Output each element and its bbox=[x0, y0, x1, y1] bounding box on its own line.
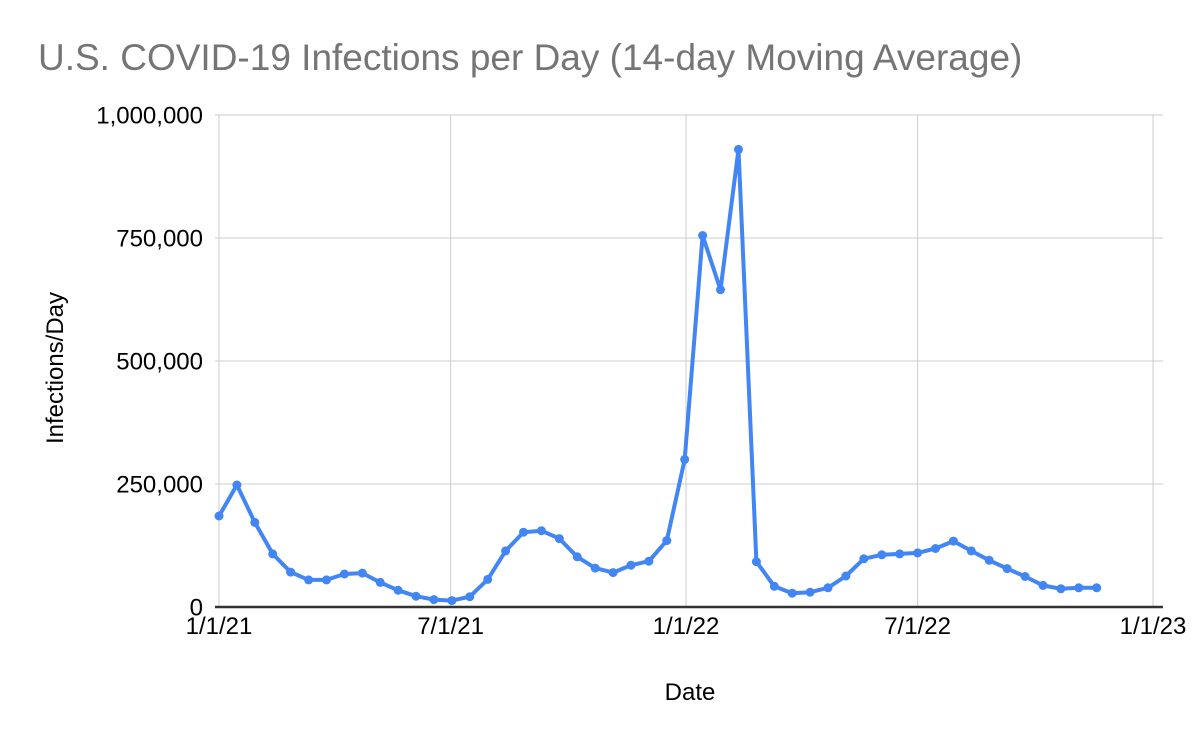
data-point[interactable] bbox=[895, 549, 905, 559]
data-point[interactable] bbox=[536, 526, 546, 536]
data-point[interactable] bbox=[1056, 584, 1066, 594]
data-point[interactable] bbox=[590, 563, 600, 573]
data-point[interactable] bbox=[698, 231, 708, 240]
data-point[interactable] bbox=[304, 575, 314, 585]
data-point[interactable] bbox=[393, 585, 403, 595]
data-point[interactable] bbox=[931, 544, 940, 553]
data-point[interactable] bbox=[1002, 564, 1012, 574]
data-point[interactable] bbox=[751, 557, 761, 567]
data-point[interactable] bbox=[680, 454, 690, 464]
y-tick-label: 750,000 bbox=[116, 226, 203, 253]
data-point[interactable] bbox=[322, 575, 331, 585]
series-line[interactable] bbox=[217, 147, 1099, 603]
y-tick-label: 500,000 bbox=[116, 349, 203, 376]
data-point[interactable] bbox=[286, 567, 296, 577]
data-point[interactable] bbox=[913, 548, 923, 558]
data-point[interactable] bbox=[339, 569, 349, 579]
data-point[interactable] bbox=[716, 285, 725, 295]
data-point[interactable] bbox=[1020, 572, 1030, 581]
data-point[interactable] bbox=[411, 591, 421, 601]
data-point[interactable] bbox=[483, 574, 493, 584]
y-tick-label: 1,000,000 bbox=[96, 103, 203, 130]
y-tick-label: 0 bbox=[190, 595, 203, 622]
data-point[interactable] bbox=[447, 596, 457, 606]
chart-title: U.S. COVID-19 Infections per Day (14-day… bbox=[38, 37, 1023, 78]
data-point[interactable] bbox=[465, 592, 475, 602]
data-point[interactable] bbox=[787, 588, 797, 598]
x-axis-title: Date bbox=[664, 679, 716, 706]
data-point[interactable] bbox=[554, 534, 564, 544]
data-point[interactable] bbox=[501, 546, 511, 556]
x-tick-label: 1/1/23 bbox=[1120, 613, 1187, 640]
data-point[interactable] bbox=[734, 144, 743, 154]
data-point[interactable] bbox=[966, 546, 976, 556]
x-tick-label: 7/1/22 bbox=[884, 613, 951, 640]
data-point[interactable] bbox=[662, 536, 672, 546]
data-point[interactable] bbox=[984, 555, 994, 565]
data-point[interactable] bbox=[877, 550, 887, 560]
data-point[interactable] bbox=[572, 552, 582, 562]
x-tick-label: 1/1/22 bbox=[653, 613, 720, 640]
data-point[interactable] bbox=[769, 581, 779, 591]
data-point[interactable] bbox=[1074, 583, 1084, 593]
data-point[interactable] bbox=[823, 583, 833, 593]
data-point[interactable] bbox=[1038, 580, 1048, 590]
data-point[interactable] bbox=[375, 577, 385, 587]
data-point[interactable] bbox=[948, 536, 958, 546]
data-point[interactable] bbox=[841, 571, 851, 581]
data-point[interactable] bbox=[429, 595, 439, 605]
data-point[interactable] bbox=[644, 556, 654, 566]
data-point[interactable] bbox=[268, 549, 278, 559]
x-tick-label: 7/1/21 bbox=[417, 613, 484, 640]
data-point[interactable] bbox=[519, 527, 528, 537]
data-point[interactable] bbox=[357, 568, 367, 578]
data-point[interactable] bbox=[232, 480, 242, 490]
data-point[interactable] bbox=[805, 587, 815, 597]
data-point[interactable] bbox=[250, 517, 260, 527]
x-tick-label: 1/1/21 bbox=[186, 613, 253, 640]
data-point[interactable] bbox=[626, 560, 636, 570]
y-tick-label: 250,000 bbox=[116, 472, 203, 499]
data-point[interactable] bbox=[608, 568, 618, 578]
data-point[interactable] bbox=[1092, 583, 1102, 593]
data-point[interactable] bbox=[214, 511, 224, 521]
data-point[interactable] bbox=[859, 554, 869, 564]
